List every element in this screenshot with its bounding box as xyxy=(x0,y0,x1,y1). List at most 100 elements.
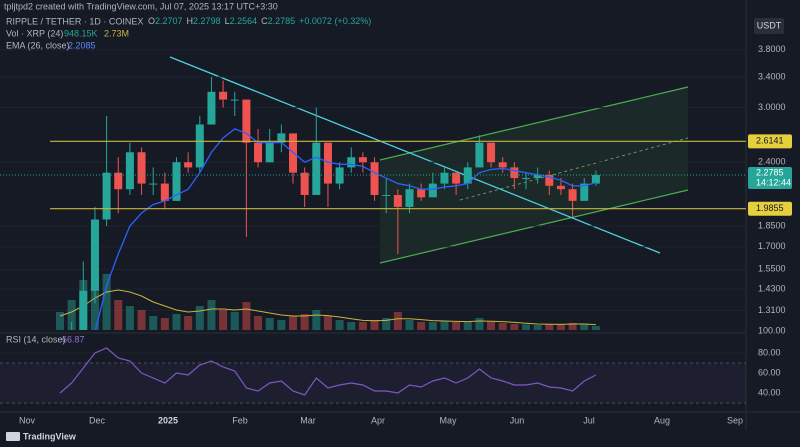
volume-bar xyxy=(125,306,134,330)
volume-bar xyxy=(277,320,286,330)
y-tick-label: 1.7000 xyxy=(758,241,786,251)
axis-note: 100.00 xyxy=(758,325,786,335)
rsi-name: RSI (14, close) xyxy=(6,334,66,344)
x-tick-label: Dec xyxy=(89,415,106,425)
volume-bar xyxy=(335,320,344,330)
candle-body xyxy=(580,183,589,201)
candle-body xyxy=(300,172,309,195)
ohlc-key: H xyxy=(187,16,194,26)
candle-body xyxy=(393,194,402,207)
y-tick-label: 1.4300 xyxy=(758,283,786,293)
volume-bar xyxy=(417,322,426,330)
volume-bar xyxy=(219,310,228,330)
volume-value: 948.15K xyxy=(64,28,98,38)
candle-body xyxy=(242,99,251,143)
candle-body xyxy=(90,219,99,291)
y-tick-label: 3.8000 xyxy=(758,44,786,54)
candle-body xyxy=(428,183,437,198)
volume-bar xyxy=(440,321,449,330)
x-tick-label: Feb xyxy=(232,415,248,425)
candle-body xyxy=(312,142,321,195)
volume-bar xyxy=(172,314,181,330)
volume-bar xyxy=(114,300,123,330)
volume-bar xyxy=(580,324,589,330)
volume-bar xyxy=(522,324,530,330)
level-label: 1.9855 xyxy=(756,203,784,213)
y-tick-label: 1.8500 xyxy=(758,220,786,230)
candle-body xyxy=(114,172,123,190)
candle-body xyxy=(277,133,286,143)
volume-bar xyxy=(428,322,437,330)
y-tick-label: 3.0000 xyxy=(758,102,786,112)
candle-body xyxy=(195,124,204,168)
y-tick-label: 3.4000 xyxy=(758,71,786,81)
candle-body xyxy=(79,290,88,330)
ohlc-value: 2.2785 xyxy=(268,16,296,26)
volume-bar xyxy=(265,318,274,330)
brand-logo xyxy=(6,432,20,441)
volume-bar xyxy=(370,320,379,330)
currency: USDT xyxy=(757,20,782,30)
candle-body xyxy=(452,172,461,184)
candle-body xyxy=(405,189,414,207)
candle-body xyxy=(545,174,554,186)
volume-bar xyxy=(312,310,321,330)
volume-bar xyxy=(137,310,146,330)
brand: TradingView xyxy=(23,431,77,441)
candle-body xyxy=(265,142,274,163)
ohlc-key: O xyxy=(148,16,155,26)
ohlc: O2.2707 H2.2798 L2.2564 C2.2785 +0.0072 (+0.… xyxy=(148,16,371,26)
candle-body xyxy=(254,142,263,163)
countdown: 14:12:44 xyxy=(756,177,791,187)
ohlc-key: C xyxy=(261,16,268,26)
trend-line xyxy=(169,56,661,254)
candle-body xyxy=(510,167,519,179)
volume-ma: 2.73M xyxy=(104,28,129,38)
candle-body xyxy=(556,185,565,190)
volume-bar xyxy=(382,318,391,330)
y-tick-label: 2.4000 xyxy=(758,157,786,167)
y-tick-label: 1.3100 xyxy=(758,305,786,315)
volume-bar xyxy=(160,318,169,330)
candle-body xyxy=(358,157,367,163)
candle-body xyxy=(335,167,344,184)
candle-body xyxy=(475,142,484,168)
candle-body xyxy=(591,174,600,184)
candle-body xyxy=(347,157,356,168)
candle-body xyxy=(417,189,426,198)
ema-name: EMA (26, close) xyxy=(6,40,70,50)
candle-body xyxy=(125,152,134,190)
candle-body xyxy=(219,91,228,100)
x-tick-label: May xyxy=(439,415,457,425)
candle-body xyxy=(370,162,379,195)
candle-body xyxy=(230,99,239,101)
volume-name: Vol · XRP (24) xyxy=(6,28,63,38)
candle-body xyxy=(184,162,193,168)
ema-value: 2.2085 xyxy=(68,40,96,50)
x-tick-label: Jun xyxy=(510,415,525,425)
x-tick-label: Nov xyxy=(19,415,36,425)
volume-bar xyxy=(195,306,204,330)
x-tick-label: 2025 xyxy=(158,415,178,425)
rsi-band xyxy=(0,363,746,403)
candle-body xyxy=(323,142,332,184)
candle-body xyxy=(102,172,111,220)
rsi-tick-label: 40.00 xyxy=(758,387,781,397)
level-tag xyxy=(748,201,792,216)
candle-body xyxy=(568,189,577,201)
volume-bar xyxy=(463,322,472,330)
x-tick-label: Aug xyxy=(654,415,670,425)
channel-line xyxy=(379,86,689,161)
last-price-tag xyxy=(748,166,792,189)
volume-bar xyxy=(347,322,356,330)
ohlc-value: 2.2707 xyxy=(155,16,183,26)
rsi-tick-label: 60.00 xyxy=(758,367,781,377)
symbol-title: RIPPLE / TETHER · 1D · COINEX xyxy=(6,16,143,26)
volume-bar xyxy=(533,325,542,330)
volume-ma xyxy=(59,289,596,326)
volume-bar xyxy=(487,321,496,330)
volume-bar xyxy=(556,324,565,330)
credit: tpljtpd2 created with TradingView.com, J… xyxy=(4,1,278,11)
